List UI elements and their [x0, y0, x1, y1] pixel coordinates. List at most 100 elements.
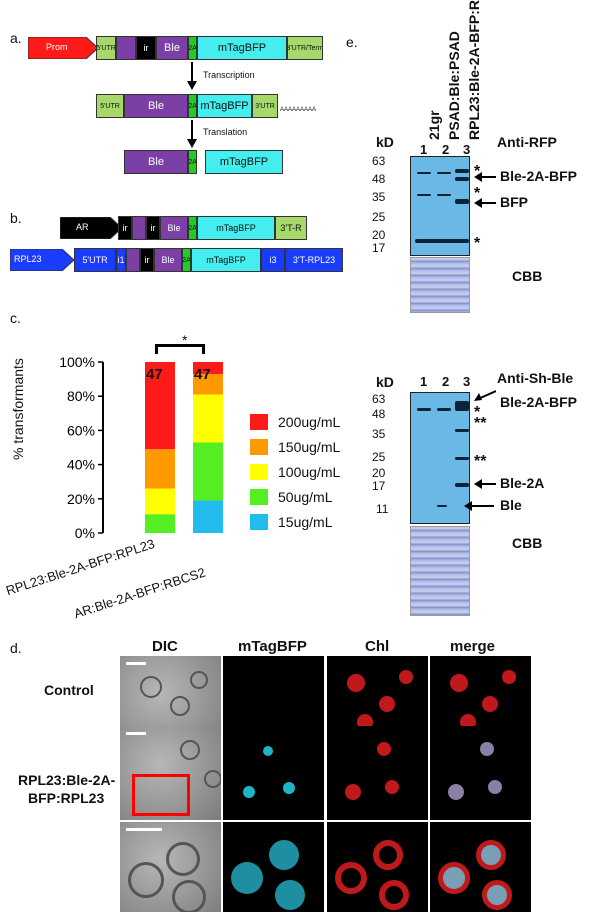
image-chl-zoom [327, 822, 428, 912]
lane-label-1: 21gr [426, 110, 442, 140]
marker-25-bottom: 25 [372, 450, 386, 464]
rpl23-promoter-arrow: RPL23 [9, 248, 75, 272]
star-top-2: * [474, 185, 481, 202]
legend-label-100: 100ug/mL [278, 464, 341, 480]
b1-ble: Ble [160, 216, 188, 240]
mrna-utr3-segment: 3'UTR [252, 94, 278, 118]
col-dic: DIC [152, 638, 178, 655]
b2-intron3: i3 [261, 248, 285, 272]
panel-c-label: c. [10, 310, 21, 326]
ble-segment: Ble [156, 36, 188, 60]
kd-label-top: kD [376, 134, 394, 150]
star-bottom-2: ** [474, 415, 487, 432]
y-axis-label: % transformants [10, 358, 26, 460]
label-ble-2a-bfp-bottom: Ble-2A-BFP [500, 394, 578, 410]
image-merge-zoom [430, 822, 531, 912]
y-tick-label: 40% [67, 457, 95, 473]
b2-intron1: i1 [116, 248, 126, 272]
cbb-stain-top [410, 257, 470, 313]
cbb-stain-bottom [410, 526, 470, 616]
antibody-bottom: Anti-Sh-Ble [497, 370, 574, 386]
bar-segment-1-50ugml [145, 514, 175, 533]
lane-num-2: 2 [442, 142, 450, 157]
translation-label: Translation [203, 127, 248, 137]
marker-20-bottom: 20 [372, 466, 386, 480]
marker-11-bottom: 11 [376, 502, 389, 516]
bar-segment-1-100ugml [145, 488, 175, 515]
label-bfp: BFP [500, 194, 528, 210]
protein-2a-segment: 2A [188, 150, 197, 174]
transcription-label: Transcription [203, 70, 255, 80]
legend-label-15: 15ug/mL [278, 514, 333, 530]
legend-swatch-200 [250, 414, 268, 430]
legend-swatch-100 [250, 464, 268, 480]
prom-label: Prom [46, 42, 68, 52]
legend-label-200: 200ug/mL [278, 414, 341, 430]
protein-mtagbfp-segment: mTagBFP [205, 150, 283, 174]
mrna-mtagbfp-segment: mTagBFP [197, 94, 252, 118]
utr5-segment: 5'UTR [96, 36, 116, 60]
b2-mtagbfp: mTagBFP [191, 248, 261, 272]
col-chl: Chl [365, 638, 390, 655]
blot-anti-sh-ble [410, 392, 470, 524]
arrow-ble-2a-bfp-top [474, 170, 496, 188]
protein-ble-segment: Ble [124, 150, 188, 174]
arrow-ble-2a [474, 477, 496, 495]
spacer-segment [116, 36, 136, 60]
b2-utr5: 5'UTR [74, 248, 116, 272]
image-dic-rpl23 [120, 726, 221, 820]
rpl23-label: RPL23 [14, 254, 42, 264]
image-dic-zoom [120, 822, 221, 912]
ar-label: AR [76, 222, 89, 232]
b1-mtagbfp: mTagBFP [197, 216, 275, 240]
label-ble-2a: Ble-2A [500, 475, 545, 491]
bar-segment-1-150ugml [145, 449, 175, 489]
marker-35-bottom: 35 [372, 427, 386, 441]
b2-spacer [126, 248, 140, 272]
bar-segment-2-15ugml [193, 500, 223, 533]
lane-label-3: RPL23:Ble-2A-BFP:RPL23 [466, 0, 482, 140]
row-rpl23-1: RPL23:Ble-2A- [18, 772, 116, 788]
b1-terminator: 3'T-R [275, 216, 307, 240]
significance-star: * [182, 332, 188, 348]
y-tick-label: 60% [67, 422, 95, 438]
lane-num-2-bottom: 2 [442, 374, 450, 389]
arrow-ble-2a-bfp-bottom [474, 388, 497, 407]
y-tick-label: 0% [75, 525, 95, 541]
mrna-2a-segment: 2A [188, 94, 197, 118]
col-mtagbfp: mTagBFP [238, 638, 307, 655]
cbb-label-bottom: CBB [512, 535, 543, 551]
mtagbfp-segment: mTagBFP [197, 36, 287, 60]
marker-17-top: 17 [372, 241, 386, 255]
star-bottom-1: * [474, 404, 481, 421]
marker-35-top: 35 [372, 190, 386, 204]
label-ble-2a-bfp-top: Ble-2A-BFP [500, 168, 578, 184]
polya-tail: AAAAAAAAA [280, 107, 317, 113]
intron-segment: ir [136, 36, 156, 60]
mrna-ble-segment: Ble [124, 94, 188, 118]
panel-d-label: d. [10, 640, 22, 656]
arrow-ble [464, 499, 494, 517]
lane-num-1: 1 [420, 142, 428, 157]
col-merge: merge [450, 638, 496, 655]
b2-2a: 2A [182, 248, 191, 272]
b1-intron-2: ir [146, 216, 160, 240]
legend-label-50: 50ug/mL [278, 489, 333, 505]
marker-17-bottom: 17 [372, 479, 386, 493]
b2-ir: ir [140, 248, 154, 272]
mrna-utr5-segment: 5'UTR [96, 94, 124, 118]
marker-48-bottom: 48 [372, 407, 386, 421]
b1-spacer [132, 216, 146, 240]
n-label-2: 47 [194, 366, 211, 383]
lane-label-2: PSAD:Ble:PSAD [446, 31, 462, 140]
image-bfp-rpl23 [223, 726, 324, 820]
legend-label-150: 150ug/mL [278, 439, 341, 455]
blot-anti-rfp [410, 156, 470, 256]
bar-segment-2-50ugml [193, 442, 223, 501]
legend-swatch-15 [250, 514, 268, 530]
n-label-1: 47 [146, 366, 163, 383]
marker-63-bottom: 63 [372, 392, 386, 406]
b1-2a: 2A [188, 216, 197, 240]
cbb-label-top: CBB [512, 268, 543, 284]
